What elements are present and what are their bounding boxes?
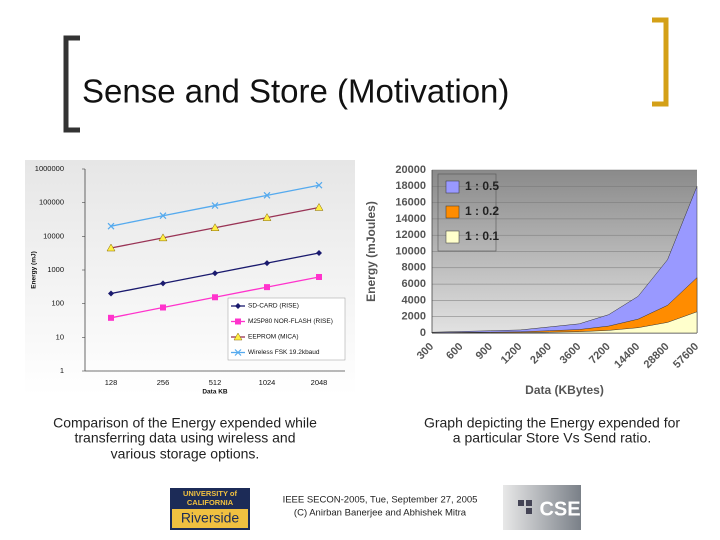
y-axis-label: Energy (mJoules) — [364, 201, 378, 302]
marker — [262, 213, 272, 221]
y-tick-label: 14000 — [395, 213, 426, 225]
x-tick-label: 128 — [105, 378, 118, 387]
legend-label: EEPROM (MICA) — [248, 334, 299, 341]
marker — [264, 260, 270, 267]
x-tick-label: 600 — [444, 341, 465, 362]
marker — [211, 202, 219, 209]
legend-swatch — [445, 205, 460, 219]
x-axis-label: Data KB — [202, 389, 228, 396]
marker — [316, 273, 322, 280]
logo-text: UNIVERSITY of — [183, 489, 238, 498]
marker — [234, 349, 242, 356]
marker — [235, 303, 241, 309]
y-tick-label: 1000 — [47, 265, 64, 274]
legend-swatch — [445, 230, 460, 244]
x-tick-label: 512 — [209, 378, 222, 387]
marker — [233, 332, 243, 341]
caption: Comparison of the Energy expended while — [53, 415, 317, 431]
y-tick-label: 8000 — [402, 262, 426, 274]
logo-text: Riverside — [181, 510, 240, 526]
legend-label: 1 : 0.2 — [465, 204, 499, 218]
caption: a particular Store Vs Send ratio. — [453, 430, 651, 446]
y-tick-label: 10000 — [43, 231, 64, 240]
marker — [314, 202, 324, 211]
y-tick-label: 4000 — [402, 294, 426, 306]
x-tick-label: 14400 — [612, 341, 642, 371]
x-tick-label: 28800 — [642, 341, 672, 371]
legend-box — [437, 173, 497, 252]
y-tick-label: 1000000 — [35, 164, 64, 173]
caption: transferring data using wireless and — [74, 430, 295, 446]
legend-label: 1 : 0.1 — [465, 229, 499, 243]
logo-band — [172, 509, 248, 528]
y-tick-label: 100000 — [39, 198, 64, 207]
footer: (C) Anirban Banerjee and Abhishek Mitra — [294, 508, 467, 519]
marker — [106, 243, 116, 252]
x-tick-label: 1024 — [259, 378, 276, 387]
marker — [263, 191, 271, 199]
x-tick-label: 7200 — [587, 341, 613, 367]
marker — [158, 233, 168, 242]
legend-label: M25P80 NOR-FLASH (RISE) — [248, 318, 333, 325]
legend-label: Wireless FSK 19.2kbaud — [248, 349, 320, 356]
y-axis-label: Energy (mJ) — [31, 251, 38, 289]
y-tick-label: 1 — [60, 366, 64, 375]
marker — [316, 249, 322, 256]
logo-square — [526, 508, 532, 514]
cse-logo — [503, 485, 581, 530]
marker — [108, 314, 114, 321]
marker — [159, 212, 167, 220]
logo-text: CSE — [539, 498, 580, 520]
marker — [212, 294, 218, 301]
x-axis-label: Data (KBytes) — [525, 383, 604, 397]
marker — [235, 318, 241, 325]
y-tick-label: 100 — [51, 299, 64, 308]
y-tick-label: 0 — [420, 327, 426, 339]
marker — [160, 280, 166, 287]
bracket — [652, 17, 669, 107]
x-tick-label: 1200 — [499, 341, 525, 367]
y-tick-label: 10 — [56, 332, 64, 341]
marker — [212, 270, 218, 277]
logo-square — [526, 500, 532, 506]
x-tick-label: 57600 — [671, 341, 701, 371]
marker — [160, 304, 166, 311]
x-tick-label: 900 — [474, 341, 495, 362]
y-tick-label: 10000 — [395, 245, 426, 257]
y-tick-label: 6000 — [402, 278, 426, 290]
marker — [107, 222, 115, 230]
marker — [315, 181, 323, 189]
area — [431, 311, 698, 334]
marker — [264, 284, 270, 291]
slide-title: Sense and Store (Motivation) — [82, 73, 509, 110]
x-tick-label: 256 — [157, 378, 170, 387]
marker — [108, 290, 114, 297]
legend-swatch — [445, 180, 460, 194]
marker — [210, 223, 220, 231]
bracket — [63, 35, 80, 133]
y-tick-label: 2000 — [402, 311, 426, 323]
caption: Graph depicting the Energy expended for — [424, 415, 680, 431]
x-tick-label: 300 — [415, 341, 436, 362]
legend-label: SD-CARD (RISE) — [248, 303, 299, 310]
logo-text: CALIFORNIA — [187, 498, 234, 507]
y-tick-label: 16000 — [395, 197, 426, 209]
footer: IEEE SECON-2005, Tue, September 27, 2005 — [283, 495, 478, 506]
caption: various storage options. — [111, 446, 260, 462]
x-tick-label: 3600 — [558, 341, 584, 367]
y-tick-label: 20000 — [395, 164, 426, 176]
y-tick-label: 12000 — [395, 229, 426, 241]
logo-square — [518, 500, 524, 506]
legend-label: 1 : 0.5 — [465, 179, 499, 193]
x-tick-label: 2400 — [528, 341, 554, 367]
x-tick-label: 2048 — [311, 378, 328, 387]
y-tick-label: 18000 — [395, 180, 426, 192]
legend-box — [227, 297, 346, 361]
